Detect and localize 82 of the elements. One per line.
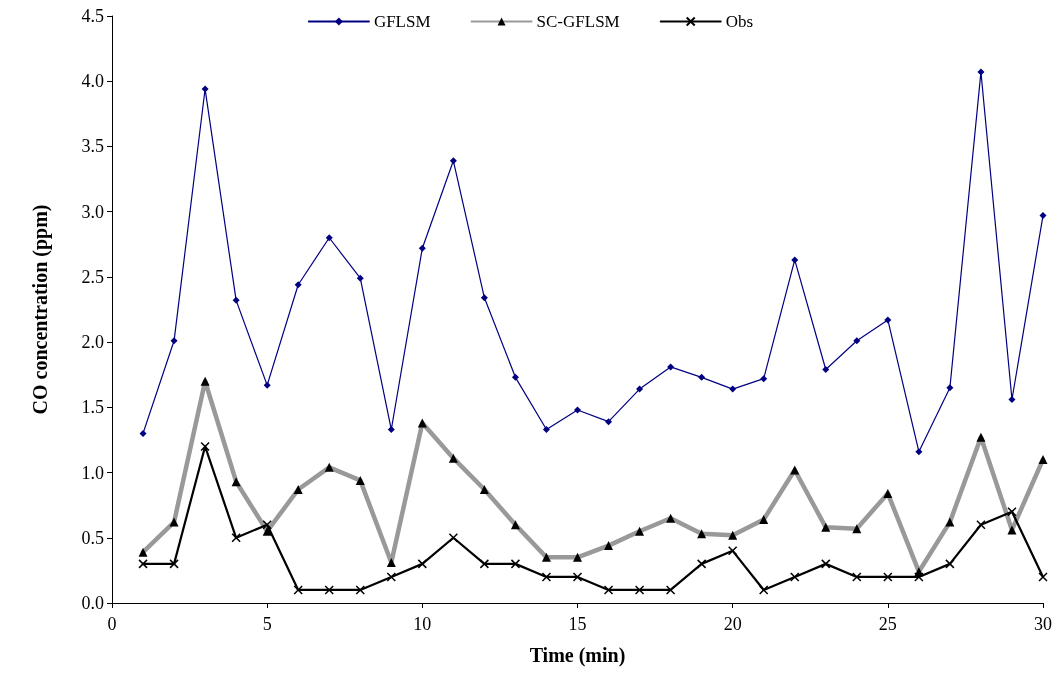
point xyxy=(634,585,645,595)
point xyxy=(232,296,240,304)
point xyxy=(1007,506,1017,517)
y-tick-label: 1.5 xyxy=(81,397,104,418)
point xyxy=(572,572,583,582)
point xyxy=(603,585,614,595)
point xyxy=(667,363,675,371)
point xyxy=(1039,212,1047,220)
point xyxy=(914,572,924,582)
y-tick-label: 2.0 xyxy=(81,332,104,353)
point xyxy=(976,519,986,530)
point xyxy=(884,316,892,324)
y-tick-label: 4.0 xyxy=(81,71,104,92)
x-axis-title: Time (min) xyxy=(529,644,626,667)
point xyxy=(262,519,272,530)
point xyxy=(791,256,799,264)
y-tick-label: 4.5 xyxy=(81,6,104,26)
point xyxy=(853,337,861,345)
y-axis-title: CO concentration (ppm) xyxy=(29,204,52,415)
point xyxy=(263,381,271,389)
point xyxy=(480,294,488,302)
y-tick-label: 2.5 xyxy=(81,266,104,287)
point xyxy=(1008,396,1016,404)
point xyxy=(479,559,490,569)
legend-label: GFLSM xyxy=(373,12,431,31)
y-tick-label: 3.5 xyxy=(81,136,104,157)
point xyxy=(541,572,552,582)
point xyxy=(758,585,769,595)
point xyxy=(727,546,738,556)
legend-label: SC-GFLSM xyxy=(536,12,620,31)
y-tick-label: 0.0 xyxy=(81,593,104,613)
point xyxy=(325,234,333,242)
point xyxy=(821,559,831,569)
point xyxy=(200,441,210,452)
point xyxy=(138,559,148,569)
point xyxy=(386,572,397,582)
point xyxy=(729,385,737,393)
point xyxy=(574,406,581,414)
point xyxy=(449,157,457,165)
y-tick-label: 0.5 xyxy=(81,527,104,548)
point xyxy=(324,585,334,595)
point xyxy=(510,559,521,569)
x-tick-label: 25 xyxy=(878,614,897,634)
point xyxy=(665,585,676,595)
point xyxy=(542,426,550,434)
point xyxy=(355,585,366,595)
point xyxy=(977,68,985,76)
point xyxy=(293,585,303,595)
point xyxy=(605,418,613,426)
point xyxy=(231,533,241,543)
point xyxy=(915,448,923,456)
point xyxy=(822,366,830,373)
point xyxy=(387,426,395,434)
x-tick-label: 5 xyxy=(262,614,272,634)
point xyxy=(511,373,519,381)
point xyxy=(945,559,955,569)
point xyxy=(417,559,428,569)
point xyxy=(852,572,862,582)
point xyxy=(169,559,179,569)
point xyxy=(946,384,954,392)
point xyxy=(789,572,800,582)
point xyxy=(760,375,768,383)
x-tick-label: 30 xyxy=(1034,614,1052,634)
point xyxy=(170,337,178,345)
y-tick-label: 1.0 xyxy=(81,462,104,483)
point xyxy=(636,385,644,393)
point xyxy=(356,274,364,282)
x-tick-label: 10 xyxy=(413,614,432,634)
point xyxy=(696,559,707,569)
point xyxy=(294,281,302,289)
x-tick-label: 20 xyxy=(723,614,742,634)
x-tick-label: 15 xyxy=(568,614,587,634)
point xyxy=(448,533,459,543)
y-tick-label: 3.0 xyxy=(81,201,104,222)
x-tick-label: 0 xyxy=(107,614,117,634)
point xyxy=(139,429,147,437)
point xyxy=(698,373,706,381)
point xyxy=(201,85,209,93)
point xyxy=(883,572,893,582)
legend-label: Obs xyxy=(725,12,754,31)
point xyxy=(1038,572,1048,582)
point xyxy=(418,244,426,252)
